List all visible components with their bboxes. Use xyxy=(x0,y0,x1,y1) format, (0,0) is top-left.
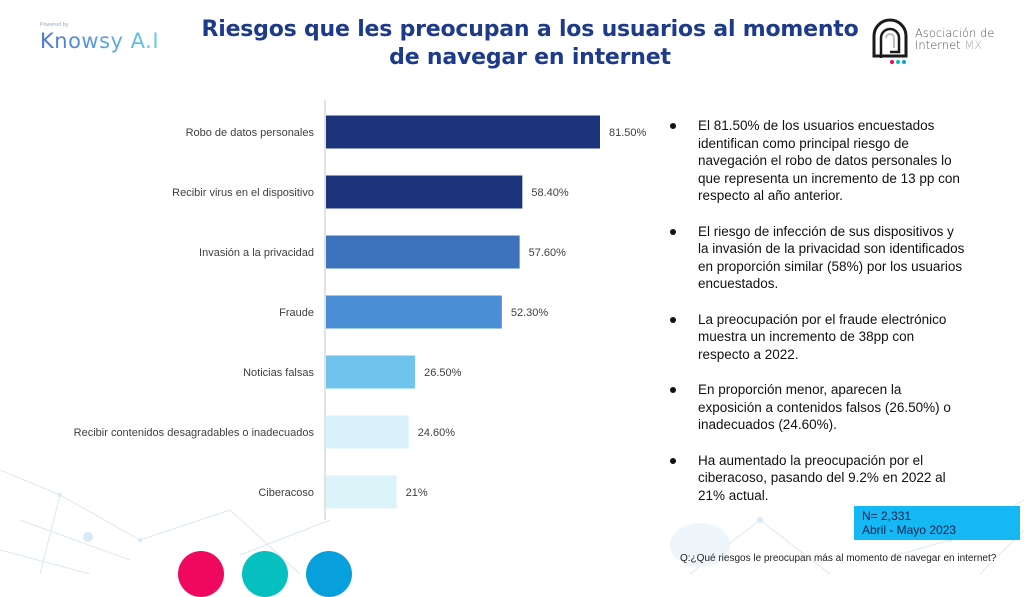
insight-bullet: En proporción menor, aparecen la exposic… xyxy=(668,381,968,434)
bullet-dot-icon xyxy=(670,387,676,393)
data-label: 58.40% xyxy=(531,187,569,199)
insight-text: El 81.50% de los usuarios encuestados id… xyxy=(698,118,960,203)
insight-bullet: Ha aumentado la preocupación por el cibe… xyxy=(668,452,968,505)
sample-period: Abril - Mayo 2023 xyxy=(862,523,957,537)
bar-chart: Robo de datos personales 81.50% Recibir vi… xyxy=(0,95,650,525)
blue-circle xyxy=(306,551,352,597)
bar-chart-svg: Robo de datos personales 81.50% Recibir vi… xyxy=(74,100,647,520)
category-label: Robo de datos personales xyxy=(186,127,315,139)
bar-2 xyxy=(326,235,520,269)
bar-1 xyxy=(326,175,523,209)
data-label: 81.50% xyxy=(609,127,647,139)
aimx-line-2: Internet xyxy=(915,38,961,52)
category-label: Recibir contenidos desagradables o inade… xyxy=(74,427,315,439)
sample-info-box: N= 2,331 Abril - Mayo 2023 xyxy=(854,506,1020,540)
category-label: Noticias falsas xyxy=(243,367,314,379)
powered-by-label: Powered by xyxy=(40,22,69,28)
insight-bullet: La preocupación por el fraude electrónic… xyxy=(668,311,968,364)
insights-list: El 81.50% de los usuarios encuestados id… xyxy=(668,117,968,522)
teal-circle xyxy=(242,551,288,597)
bullet-dot-icon xyxy=(670,316,676,323)
insight-bullet: El 81.50% de los usuarios encuestados id… xyxy=(668,117,968,205)
aimx-mx: MX xyxy=(964,38,983,52)
bullet-dot-icon xyxy=(670,123,676,129)
bar-3 xyxy=(326,295,502,329)
insight-text: En proporción menor, aparecen la exposic… xyxy=(698,382,951,432)
page-title: Riesgos que les preocupan a los usuarios… xyxy=(190,16,870,72)
knowsy-brand-text: Knowsy A.I xyxy=(40,29,160,53)
category-label: Ciberacoso xyxy=(258,487,314,499)
aimx-logo: Asociación de Internet MX xyxy=(868,18,1018,68)
category-label: Recibir virus en el dispositivo xyxy=(172,187,314,199)
bar-6 xyxy=(326,475,397,509)
aimx-logo-text: Asociación de Internet MX xyxy=(915,27,994,51)
insight-text: Ha aumentado la preocupación por el cibe… xyxy=(698,452,946,503)
bullet-dot-icon xyxy=(670,457,676,464)
insight-text: El riesgo de infección de sus dispositiv… xyxy=(698,223,965,292)
data-label: 26.50% xyxy=(424,367,462,379)
bullet-dot-icon xyxy=(670,228,676,235)
data-label: 52.30% xyxy=(511,307,549,319)
bar-4 xyxy=(326,355,416,389)
aimx-line-1: Asociación de xyxy=(915,26,995,40)
category-label: Fraude xyxy=(279,307,314,319)
data-label: 24.60% xyxy=(418,427,456,439)
insight-text: La preocupación por el fraude electrónic… xyxy=(698,311,947,362)
data-label: 57.60% xyxy=(529,247,567,259)
bar-0 xyxy=(326,115,600,149)
insight-bullet: El riesgo de infección de sus dispositiv… xyxy=(668,223,968,293)
knowsy-logo: Powered by Knowsy A.I xyxy=(40,22,159,53)
data-label: 21% xyxy=(406,487,428,499)
title-line-2: de navegar en internet xyxy=(389,45,671,70)
title-line-1: Riesgos que les preocupan a los usuarios… xyxy=(201,17,859,42)
pink-circle xyxy=(178,551,224,597)
survey-question: Q:¿Qué riesgos le preocupan más al momen… xyxy=(680,553,997,564)
category-label: Invasión a la privacidad xyxy=(199,247,314,259)
bar-5 xyxy=(326,415,409,449)
sample-size: N= 2,331 xyxy=(862,509,912,523)
aimx-logo-icon xyxy=(872,18,908,64)
